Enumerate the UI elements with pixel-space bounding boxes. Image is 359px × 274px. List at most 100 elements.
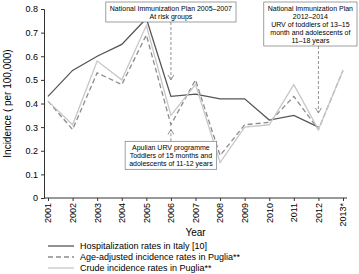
y-tick: 0.3 <box>25 123 44 133</box>
annotation: National Immunization Plan 2005–2007At r… <box>106 2 236 22</box>
x-tick-mark <box>171 198 172 201</box>
y-tick-label: 0.1 <box>25 170 38 180</box>
y-tick-label: 0.3 <box>25 123 38 133</box>
legend: Hospitalization rates in Italy [10]Age-a… <box>48 241 241 273</box>
y-axis-title: Incidence ( per 100,000) <box>2 49 13 157</box>
y-tick-mark <box>41 104 44 105</box>
legend-label: Age-adjusted incidence rates in Puglia** <box>80 252 241 262</box>
y-tick-label: 0.6 <box>25 52 38 62</box>
x-tick: 2004 <box>117 198 127 223</box>
y-axis: 0 0.1 0.2 0.3 0.4 0.5 0.6 0.7 0.8 <box>25 4 44 203</box>
y-tick: 0.1 <box>25 170 44 180</box>
y-axis-line <box>41 10 45 199</box>
annotation-box <box>125 141 217 169</box>
x-tick-label: 2004 <box>117 203 127 223</box>
x-tick-mark <box>73 198 74 201</box>
y-tick-mark <box>41 151 44 152</box>
annotation-box <box>106 2 236 22</box>
x-tick-label: 2008 <box>215 203 225 223</box>
y-tick-mark <box>41 80 44 81</box>
annotation-text: month and adolescents of <box>270 29 350 36</box>
x-tick: 2012 <box>314 198 324 223</box>
annotation-text: National Immunization Plan 2005–2007 <box>110 5 232 12</box>
legend-swatch <box>48 245 74 246</box>
x-tick-label: 2007 <box>191 203 201 223</box>
annotation-arrow <box>170 22 171 80</box>
x-tick-label: 2002 <box>68 203 78 223</box>
x-tick-label: 2010 <box>265 203 275 223</box>
x-tick-mark <box>343 198 344 201</box>
y-tick: 0.8 <box>25 4 44 14</box>
annotation-arrowhead <box>168 129 174 134</box>
x-axis: 2001 2002 2003 2004 2005 2006 2007 2008 2009 2010… <box>43 198 348 227</box>
legend-label: Crude incidence rates in Puglia** <box>80 263 212 273</box>
x-tick-label: 2001 <box>43 203 53 223</box>
y-tick-label: 0.5 <box>25 75 38 85</box>
x-tick-mark <box>146 198 147 201</box>
y-tick-mark <box>41 127 44 128</box>
legend-swatch <box>48 256 74 257</box>
annotation-text: National Immunization Plan <box>268 5 353 12</box>
x-tick: 2011 <box>289 198 299 222</box>
y-tick: 0.4 <box>25 99 44 109</box>
annotation-arrow <box>318 46 319 113</box>
y-tick: 0.7 <box>25 28 44 38</box>
annotation-arrowhead <box>315 108 321 113</box>
annotation-text: Apulian URV programme <box>132 144 210 152</box>
annotation-text: URV of toddlers of 13–15 <box>271 21 350 28</box>
y-tick-mark <box>41 174 44 175</box>
x-axis-title: Year <box>185 227 206 238</box>
x-tick-label: 2005 <box>142 203 152 223</box>
y-tick-mark <box>41 198 44 199</box>
annotation: Apulian URV programmeToddlers of 15 mont… <box>125 141 217 169</box>
annotation-arrow <box>170 129 171 141</box>
y-tick-mark <box>41 9 44 10</box>
x-tick-label: 2013* <box>338 203 348 227</box>
annotation-text: At risk groups <box>150 13 193 21</box>
x-tick: 2001 <box>43 198 53 223</box>
x-tick-mark <box>245 198 246 201</box>
annotation-arrowhead <box>168 75 174 80</box>
x-tick-mark <box>220 198 221 201</box>
x-tick: 2009 <box>240 198 250 223</box>
x-tick-mark <box>318 198 319 201</box>
x-tick-label: 2012 <box>314 203 324 223</box>
x-tick-mark <box>196 198 197 201</box>
lines <box>48 18 343 162</box>
legend-label: Hospitalization rates in Italy [10] <box>80 241 207 251</box>
y-tick-label: 0 <box>33 193 38 203</box>
y-tick-mark <box>41 33 44 34</box>
x-tick: 2006 <box>166 198 176 223</box>
x-tick: 2013* <box>338 198 348 227</box>
annotation-text: 2012–2014 <box>293 13 328 20</box>
annotation-text: Toddlers of 15 months and <box>130 152 213 159</box>
legend-swatch <box>48 267 74 268</box>
x-tick-label: 2009 <box>240 203 250 223</box>
x-tick-mark <box>97 198 98 201</box>
y-tick-label: 0.7 <box>25 28 38 38</box>
y-tick: 0 <box>33 193 44 203</box>
y-tick-label: 0.8 <box>25 4 38 14</box>
annotations: National Immunization Plan 2005–2007At r… <box>106 2 357 169</box>
annotation: National Immunization Plan2012–2014URV o… <box>264 2 357 46</box>
annotation-text: 11–18 years <box>291 37 330 45</box>
y-tick-label: 0.4 <box>25 99 38 109</box>
annotation-text: adolescents of 11-12 years <box>129 160 213 168</box>
x-tick-mark <box>294 198 295 201</box>
y-tick-label: 0.2 <box>25 146 38 156</box>
x-tick-label: 2011 <box>289 203 299 222</box>
x-tick-label: 2003 <box>93 203 103 223</box>
x-tick-mark <box>269 198 270 201</box>
y-tick-mark <box>41 56 44 57</box>
x-tick-mark <box>122 198 123 201</box>
annotation-box <box>264 2 357 46</box>
y-tick: 0.5 <box>25 75 44 85</box>
chart: 00.10.20.30.40.50.60.70.8200120022003200… <box>0 0 359 274</box>
x-tick-label: 2006 <box>166 203 176 223</box>
x-tick: 2005 <box>142 198 152 223</box>
x-tick: 2003 <box>93 198 103 223</box>
x-tick: 2008 <box>215 198 225 223</box>
series-line <box>48 35 343 155</box>
x-tick: 2010 <box>265 198 275 223</box>
x-tick: 2007 <box>191 198 201 223</box>
